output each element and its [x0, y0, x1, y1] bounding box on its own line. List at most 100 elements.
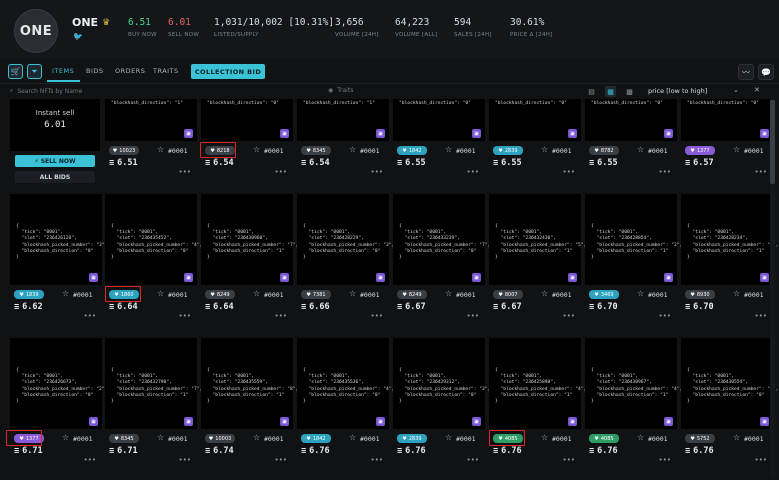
- nft-image[interactable]: { "tick": "0001", "slot": "236430967", "…: [585, 338, 682, 429]
- nft-card[interactable]: { "tick": "0001", "slot": "236426673", "…: [10, 338, 107, 467]
- more-options-icon[interactable]: •••: [83, 312, 96, 320]
- nft-card[interactable]: "blockhash_direction": "0" ▣ ♥ 8218 ☆ #0001 ≡ 6…: [201, 99, 293, 179]
- nft-image[interactable]: { "tick": "0001", "slot": "236435536", "…: [297, 338, 394, 429]
- star-icon[interactable]: ☆: [541, 433, 549, 442]
- nft-image[interactable]: { "tick": "0001", "slot": "236425898", "…: [489, 338, 586, 429]
- more-options-icon[interactable]: •••: [466, 168, 479, 176]
- nft-card[interactable]: { "tick": "0001", "slot": "236435452", "…: [105, 194, 202, 323]
- more-options-icon[interactable]: •••: [562, 312, 575, 320]
- star-icon[interactable]: ☆: [733, 289, 741, 298]
- nft-image[interactable]: { "tick": "0001", "slot": "236430554", "…: [681, 338, 778, 429]
- nft-card[interactable]: "blockhash_direction": "0" ▣ ♥ 2839 ☆ #0001 ≡ 6…: [489, 99, 581, 179]
- nft-image[interactable]: { "tick": "0001", "slot": "236430960", "…: [201, 194, 298, 285]
- scrollbar-track[interactable]: [770, 99, 775, 479]
- nft-card[interactable]: { "tick": "0001", "slot": "236425898", "…: [489, 338, 586, 467]
- star-icon[interactable]: ☆: [445, 145, 453, 154]
- nft-image[interactable]: { "tick": "0001", "slot": "236426673", "…: [10, 338, 107, 429]
- more-options-icon[interactable]: •••: [754, 312, 767, 320]
- nft-card[interactable]: "blockhash_direction": "1" ▣ ♥ 10023 ☆ #0001 ≡…: [105, 99, 197, 179]
- star-icon[interactable]: ☆: [157, 289, 165, 298]
- tab-bids[interactable]: BIDS: [86, 67, 104, 75]
- nft-image[interactable]: { "tick": "0001", "slot": "236426120", "…: [10, 194, 107, 285]
- more-options-icon[interactable]: •••: [274, 168, 287, 176]
- close-icon[interactable]: ✕: [754, 86, 760, 94]
- nft-card[interactable]: { "tick": "0001", "slot": "236428234", "…: [681, 194, 778, 323]
- list-view-icon[interactable]: ▤: [588, 87, 595, 96]
- nft-image[interactable]: "blockhash_direction": "0" ▣: [489, 99, 581, 141]
- nft-card[interactable]: { "tick": "0001", "slot": "236432790", "…: [105, 338, 202, 467]
- star-icon[interactable]: ☆: [157, 433, 165, 442]
- star-icon[interactable]: ☆: [349, 289, 357, 298]
- nft-image[interactable]: { "tick": "0001", "slot": "236432430", "…: [489, 194, 586, 285]
- nft-image[interactable]: { "tick": "0001", "slot": "236432790", "…: [105, 338, 202, 429]
- nft-image[interactable]: "blockhash_direction": "1" ▣: [297, 99, 389, 141]
- more-options-icon[interactable]: •••: [562, 456, 575, 464]
- more-options-icon[interactable]: •••: [178, 312, 191, 320]
- nft-card[interactable]: { "tick": "0001", "slot": "236430554", "…: [681, 338, 778, 467]
- nft-card[interactable]: { "tick": "0001", "slot": "236432430", "…: [489, 194, 586, 323]
- nft-card[interactable]: "blockhash_direction": "0" ▣ ♥ 1842 ☆ #0001 ≡ 6…: [393, 99, 485, 179]
- nft-card[interactable]: { "tick": "0001", "slot": "236435559", "…: [201, 338, 298, 467]
- filter-icon[interactable]: ⏷: [27, 64, 42, 79]
- more-options-icon[interactable]: •••: [658, 312, 671, 320]
- tab-traits[interactable]: TRAITS: [153, 67, 179, 75]
- nft-card[interactable]: { "tick": "0001", "slot": "236428229", "…: [297, 194, 394, 323]
- nft-card[interactable]: { "tick": "0001", "slot": "236426120", "…: [10, 194, 107, 323]
- chat-icon[interactable]: 💬: [758, 64, 774, 80]
- nft-image[interactable]: "blockhash_direction": "0" ▣: [393, 99, 485, 141]
- cart-icon[interactable]: 🛒: [8, 64, 23, 79]
- tab-items[interactable]: ITEMS: [52, 67, 75, 75]
- nft-image[interactable]: "blockhash_direction": "0" ▣: [681, 99, 773, 141]
- nft-image[interactable]: { "tick": "0001", "slot": "236429312", "…: [393, 338, 490, 429]
- sort-select[interactable]: price [low to high]: [648, 87, 708, 95]
- nft-image[interactable]: { "tick": "0001", "slot": "236428234", "…: [681, 194, 778, 285]
- nft-card[interactable]: "blockhash_direction": "1" ▣ ♥ 8345 ☆ #0001 ≡ 6…: [297, 99, 389, 179]
- star-icon[interactable]: ☆: [637, 145, 645, 154]
- more-options-icon[interactable]: •••: [370, 168, 383, 176]
- nft-image[interactable]: { "tick": "0001", "slot": "236433239", "…: [393, 194, 490, 285]
- sell-now-button[interactable]: ⚡ SELL NOW: [15, 155, 95, 167]
- star-icon[interactable]: ☆: [541, 145, 549, 154]
- star-icon[interactable]: ☆: [253, 145, 261, 154]
- nft-image[interactable]: { "tick": "0001", "slot": "236435559", "…: [201, 338, 298, 429]
- star-icon[interactable]: ☆: [349, 145, 357, 154]
- nft-card[interactable]: { "tick": "0001", "slot": "236430967", "…: [585, 338, 682, 467]
- scrollbar-thumb[interactable]: [770, 100, 775, 184]
- nft-image[interactable]: "blockhash_direction": "0" ▣: [201, 99, 293, 141]
- more-options-icon[interactable]: •••: [274, 456, 287, 464]
- nft-card[interactable]: { "tick": "0001", "slot": "236433239", "…: [393, 194, 490, 323]
- traits-toggle[interactable]: ◉ Traits: [328, 87, 354, 94]
- star-icon[interactable]: ☆: [253, 289, 261, 298]
- more-options-icon[interactable]: •••: [658, 456, 671, 464]
- star-icon[interactable]: ☆: [637, 289, 645, 298]
- star-icon[interactable]: ☆: [637, 433, 645, 442]
- chevron-down-icon[interactable]: ⌄: [733, 86, 739, 94]
- collection-bid-button[interactable]: COLLECTION BID: [191, 64, 265, 79]
- tab-orders[interactable]: ORDERS: [115, 67, 146, 75]
- more-options-icon[interactable]: •••: [754, 168, 767, 176]
- nft-image[interactable]: { "tick": "0001", "slot": "236435452", "…: [105, 194, 202, 285]
- more-options-icon[interactable]: •••: [466, 312, 479, 320]
- star-icon[interactable]: ☆: [157, 145, 165, 154]
- large-grid-view-icon[interactable]: ▩: [626, 87, 633, 96]
- nft-card[interactable]: { "tick": "0001", "slot": "236429312", "…: [393, 338, 490, 467]
- nft-card[interactable]: { "tick": "0001", "slot": "236430960", "…: [201, 194, 298, 323]
- more-options-icon[interactable]: •••: [178, 168, 191, 176]
- star-icon[interactable]: ☆: [445, 289, 453, 298]
- activity-chart-icon[interactable]: 〰: [738, 64, 754, 80]
- star-icon[interactable]: ☆: [445, 433, 453, 442]
- all-bids-button[interactable]: ALL BIDS: [15, 171, 95, 183]
- star-icon[interactable]: ☆: [733, 433, 741, 442]
- nft-card[interactable]: { "tick": "0001", "slot": "236435536", "…: [297, 338, 394, 467]
- twitter-icon[interactable]: 🐦: [73, 32, 83, 41]
- grid-view-icon[interactable]: ▦: [605, 86, 616, 97]
- star-icon[interactable]: ☆: [349, 433, 357, 442]
- more-options-icon[interactable]: •••: [562, 168, 575, 176]
- more-options-icon[interactable]: •••: [658, 168, 671, 176]
- more-options-icon[interactable]: •••: [370, 312, 383, 320]
- more-options-icon[interactable]: •••: [83, 456, 96, 464]
- more-options-icon[interactable]: •••: [754, 456, 767, 464]
- more-options-icon[interactable]: •••: [178, 456, 191, 464]
- nft-image[interactable]: { "tick": "0001", "slot": "236428229", "…: [297, 194, 394, 285]
- nft-card[interactable]: { "tick": "0001", "slot": "236428854", "…: [585, 194, 682, 323]
